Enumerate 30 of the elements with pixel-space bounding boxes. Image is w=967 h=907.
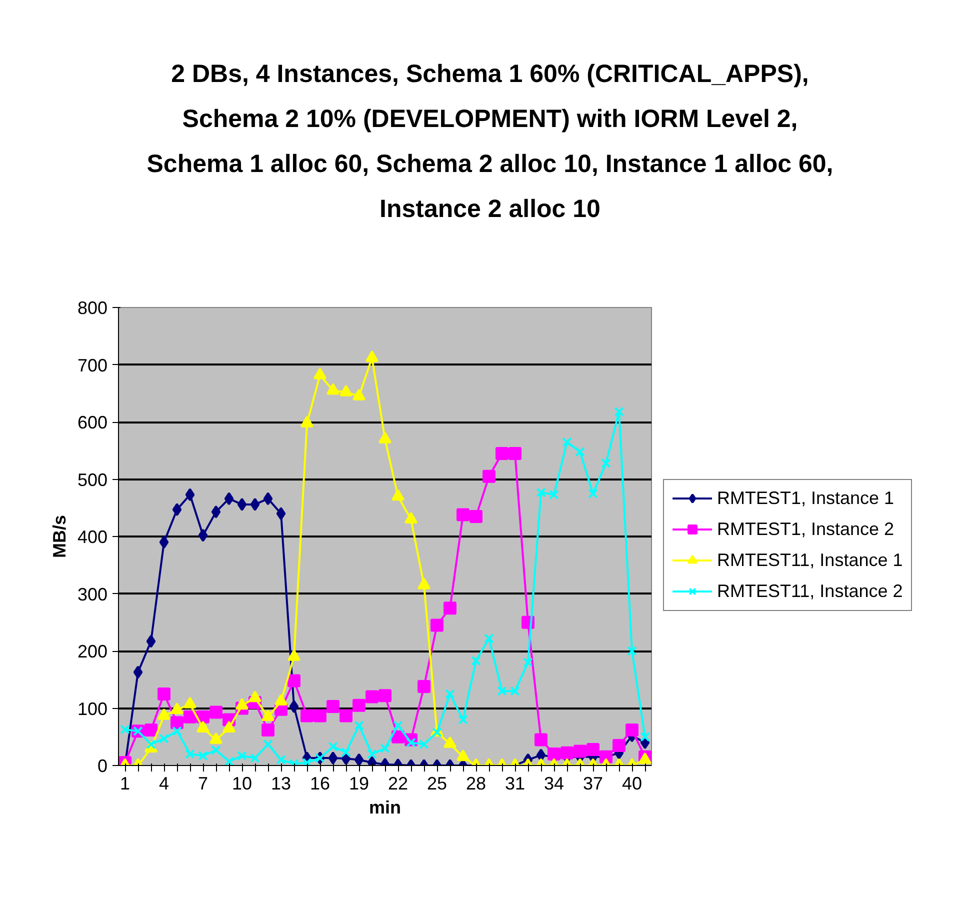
y-tick-label: 0: [97, 756, 108, 776]
y-axis-title: MB/s: [49, 514, 70, 558]
x-tick-label: 7: [198, 774, 208, 794]
chart-title: 2 DBs, 4 Instances, Schema 1 60% (CRITICAL_APPS), Schema 2 10% (DEVELOPMENT) with IORM Level 2, Schema 1 alloc 60, Schema 2 alloc 10, Instance 1 alloc 60, Instance 2 alloc 10: [146, 59, 834, 225]
x-tick-label: 40: [622, 774, 642, 794]
y-tick-label: 100: [77, 698, 108, 719]
legend-label: RMTEST11, Instance 2: [717, 580, 903, 602]
x-tick-label: 19: [348, 774, 370, 794]
legend-label: RMTEST11, Instance 1: [717, 550, 903, 570]
x-tick-label: 22: [388, 774, 408, 794]
y-tick-label: 700: [77, 355, 108, 376]
legend-label: RMTEST1, Instance 1: [717, 488, 894, 508]
x-tick-label: 4: [158, 774, 170, 794]
x-tick-label: 31: [504, 774, 526, 794]
y-tick-label: 800: [77, 298, 108, 318]
x-tick-label: 13: [270, 774, 292, 794]
x-tick-label: 37: [582, 774, 604, 794]
y-tick-label: 200: [77, 642, 108, 662]
x-tick-label: 1: [120, 774, 130, 794]
y-tick-label: 500: [77, 470, 108, 490]
x-tick-label: 34: [544, 774, 564, 794]
x-tick-label: 28: [466, 774, 486, 794]
legend-label: RMTEST1, Instance 2: [717, 518, 894, 540]
x-tick-label: 16: [310, 774, 330, 794]
y-tick-label: 400: [77, 527, 108, 547]
x-tick-label: 25: [426, 774, 448, 794]
y-tick-label: 600: [77, 412, 108, 432]
x-axis-title: min: [369, 798, 402, 818]
y-tick-label: 300: [77, 584, 108, 604]
x-tick-label: 10: [232, 774, 252, 794]
